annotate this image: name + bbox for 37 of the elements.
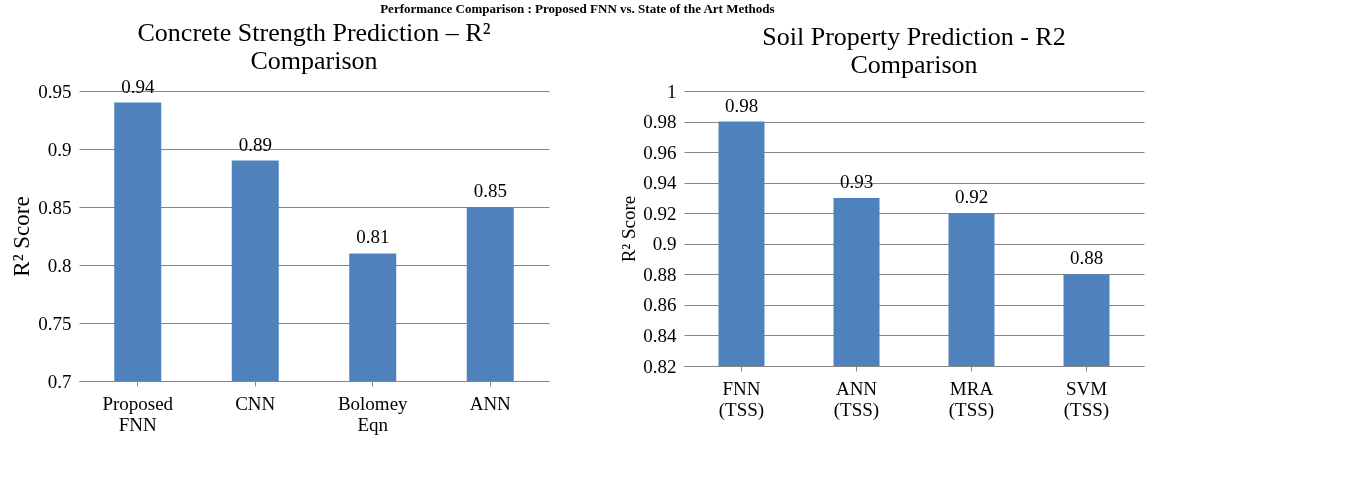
y-tick-label: 0.92 [643,202,677,224]
y-tick-label: 0.9 [47,138,72,160]
x-tick-label: ANN [469,392,512,414]
data-label: 0.98 [724,94,759,116]
data-label: 0.93 [839,170,874,192]
y-tick-label: 0.98 [643,111,677,133]
x-tick-label: Proposed FNN [102,392,174,435]
y-tick-label: 1 [667,80,677,102]
x-tick-label: CNN [235,392,276,414]
y-axis-title: R² Score [9,196,35,277]
y-tick-label: 0.8 [47,254,72,276]
data-label: 0.81 [356,226,390,248]
chart-title: Concrete Strength Prediction – R² Comparison [137,17,491,75]
x-tick-label: FNN (TSS) [718,377,765,421]
y-tick-label: 0.9 [652,233,677,255]
x-tick-label: Bolomey Eqn [337,392,409,435]
y-tick-label: 0.85 [38,196,72,218]
text: Performance Comparison : Proposed FNN vs. State of the Art Methods [380,0,775,16]
data-label: 0.89 [238,133,272,155]
data-label: 0.92 [954,186,989,208]
y-axis-title: R² Score [618,195,640,263]
y-tick-label: 0.95 [38,80,72,102]
x-tick-label: ANN (TSS) [833,377,880,421]
data-label: 0.88 [1069,247,1104,269]
y-tick-label: 0.88 [643,263,677,285]
y-tick-label: 0.94 [643,172,677,194]
y-tick-label: 0.7 [47,370,72,392]
x-tick-label: MRA (TSS) [948,377,995,421]
y-tick-label: 0.86 [643,294,677,316]
y-tick-label: 0.75 [38,312,72,334]
y-tick-label: 0.96 [643,141,677,163]
chart-title: Soil Property Prediction - R2 Comparison [762,22,1066,79]
y-tick-label: 0.84 [643,324,677,346]
y-tick-label: 0.82 [643,355,677,377]
data-label: 0.94 [121,75,155,97]
x-tick-label: SVM (TSS) [1063,377,1110,421]
data-label: 0.85 [473,180,507,201]
